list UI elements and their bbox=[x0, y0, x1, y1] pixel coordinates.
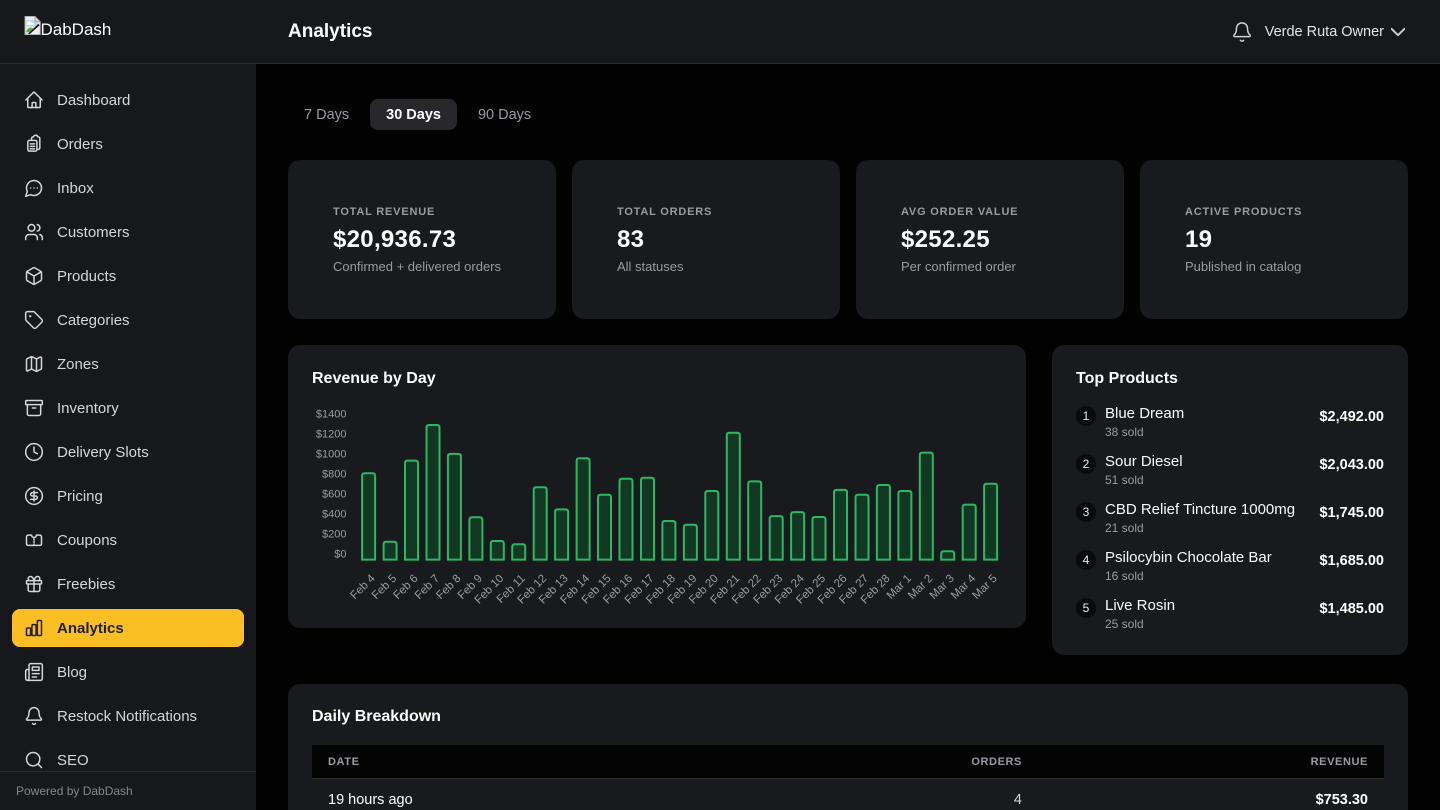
svg-text:$0: $0 bbox=[334, 549, 346, 561]
svg-text:$800: $800 bbox=[322, 469, 346, 481]
svg-text:$400: $400 bbox=[322, 509, 346, 521]
svg-text:Mar 5: Mar 5 bbox=[970, 573, 999, 602]
svg-text:$1400: $1400 bbox=[316, 409, 347, 421]
svg-text:$1000: $1000 bbox=[316, 449, 347, 461]
svg-text:$200: $200 bbox=[322, 529, 346, 541]
svg-text:$1200: $1200 bbox=[316, 429, 347, 441]
svg-text:$600: $600 bbox=[322, 489, 346, 501]
